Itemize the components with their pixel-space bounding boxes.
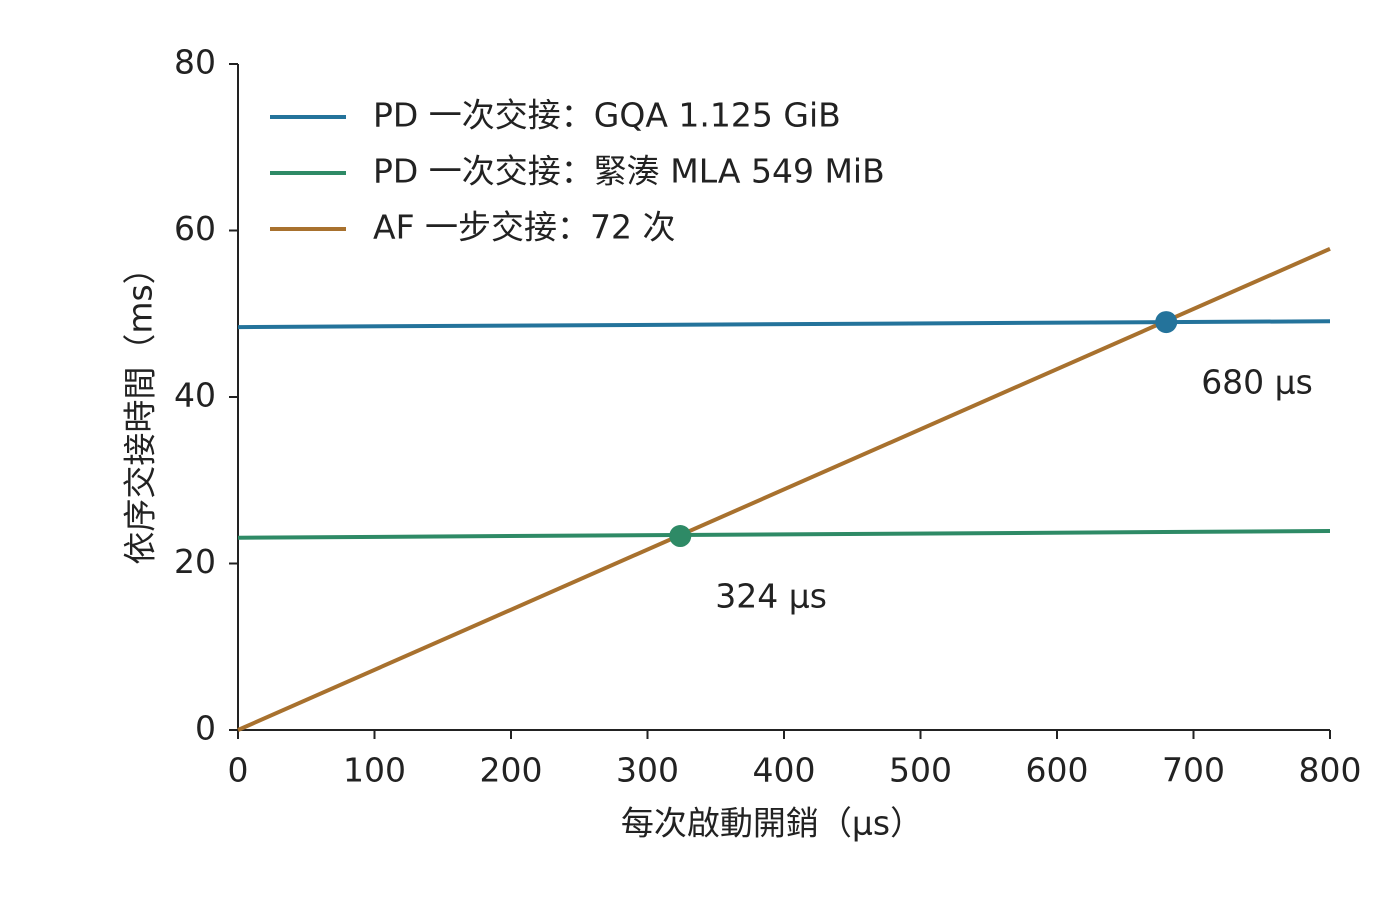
legend-label: PD 一次交接：緊湊 MLA 549 MiB <box>373 152 885 191</box>
x-tick-label: 300 <box>616 751 679 790</box>
y-tick-label: 20 <box>174 542 216 581</box>
crossover-point <box>1155 311 1178 334</box>
x-tick-label: 200 <box>480 751 543 790</box>
series-line <box>237 319 1331 330</box>
x-axis-label: 每次啟動開銷（µs） <box>621 804 923 843</box>
x-tick-label: 700 <box>1162 751 1225 790</box>
y-tick-label: 40 <box>174 376 216 415</box>
x-tick-label: 500 <box>889 751 952 790</box>
y-tick-label: 0 <box>195 709 216 748</box>
x-tick-label: 100 <box>343 751 406 790</box>
y-tick-label: 60 <box>174 209 216 248</box>
legend-label: AF 一步交接：72 次 <box>373 208 676 247</box>
series-line <box>237 246 1331 732</box>
series-line <box>237 529 1331 540</box>
y-tick-label: 80 <box>174 43 216 82</box>
x-tick-label: 400 <box>753 751 816 790</box>
x-tick-label: 800 <box>1299 751 1362 790</box>
x-tick-label: 600 <box>1026 751 1089 790</box>
crossover-point <box>669 525 692 548</box>
y-axis-label: 依序交接時間（ms） <box>121 251 160 564</box>
crossover-label: 680 µs <box>1201 363 1313 402</box>
x-tick-label: 0 <box>228 751 249 790</box>
crossover-label: 324 µs <box>715 577 827 616</box>
legend-label: PD 一次交接：GQA 1.125 GiB <box>373 96 841 135</box>
